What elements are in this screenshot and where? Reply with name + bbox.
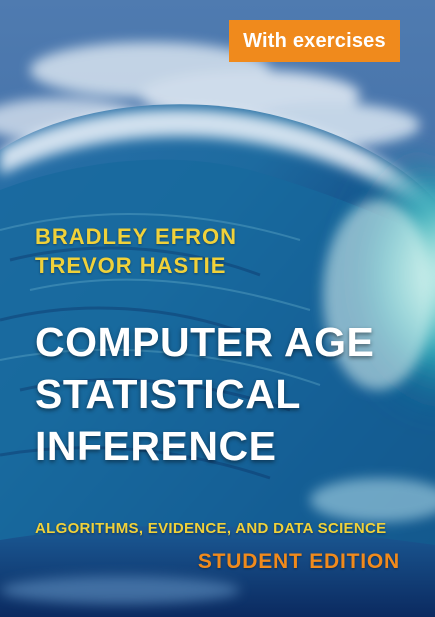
- author-name: BRADLEY EFRON: [35, 224, 238, 249]
- title-line: INFERENCE: [35, 423, 277, 469]
- title-line: COMPUTER AGE: [35, 319, 375, 365]
- book-title: COMPUTER AGE STATISTICAL INFERENCE: [35, 316, 374, 472]
- edition-label: STUDENT EDITION: [197, 550, 400, 573]
- author-name: TREVOR HASTIE: [35, 253, 227, 278]
- book-subtitle: ALGORITHMS, EVIDENCE, AND DATA SCIENCE: [35, 520, 387, 537]
- author-list: BRADLEY EFRON TREVOR HASTIE: [35, 222, 237, 280]
- title-line: STATISTICAL: [35, 371, 301, 417]
- with-exercises-badge: With exercises: [229, 20, 400, 62]
